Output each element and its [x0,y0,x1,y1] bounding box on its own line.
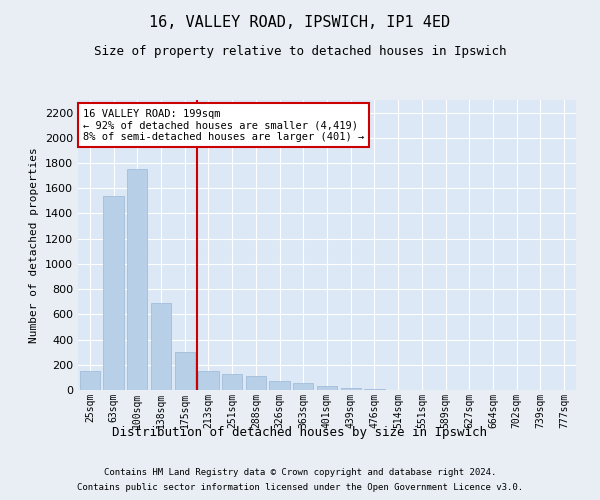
Bar [175,352,195,390]
Bar [364,389,385,390]
Bar [199,371,218,390]
Bar [80,371,100,390]
Text: Size of property relative to detached houses in Ipswich: Size of property relative to detached ho… [94,45,506,58]
Bar [127,170,148,390]
Bar [103,196,124,390]
Bar [246,376,266,390]
Text: 16, VALLEY ROAD, IPSWICH, IP1 4ED: 16, VALLEY ROAD, IPSWICH, IP1 4ED [149,15,451,30]
Text: 16 VALLEY ROAD: 199sqm
← 92% of detached houses are smaller (4,419)
8% of semi-d: 16 VALLEY ROAD: 199sqm ← 92% of detached… [83,108,364,142]
Bar [222,374,242,390]
Bar [151,303,171,390]
Bar [293,383,313,390]
Bar [317,386,337,390]
Text: Distribution of detached houses by size in Ipswich: Distribution of detached houses by size … [113,426,487,439]
Bar [341,388,361,390]
Bar [269,380,290,390]
Text: Contains public sector information licensed under the Open Government Licence v3: Contains public sector information licen… [77,483,523,492]
Y-axis label: Number of detached properties: Number of detached properties [29,147,40,343]
Text: Contains HM Land Registry data © Crown copyright and database right 2024.: Contains HM Land Registry data © Crown c… [104,468,496,477]
